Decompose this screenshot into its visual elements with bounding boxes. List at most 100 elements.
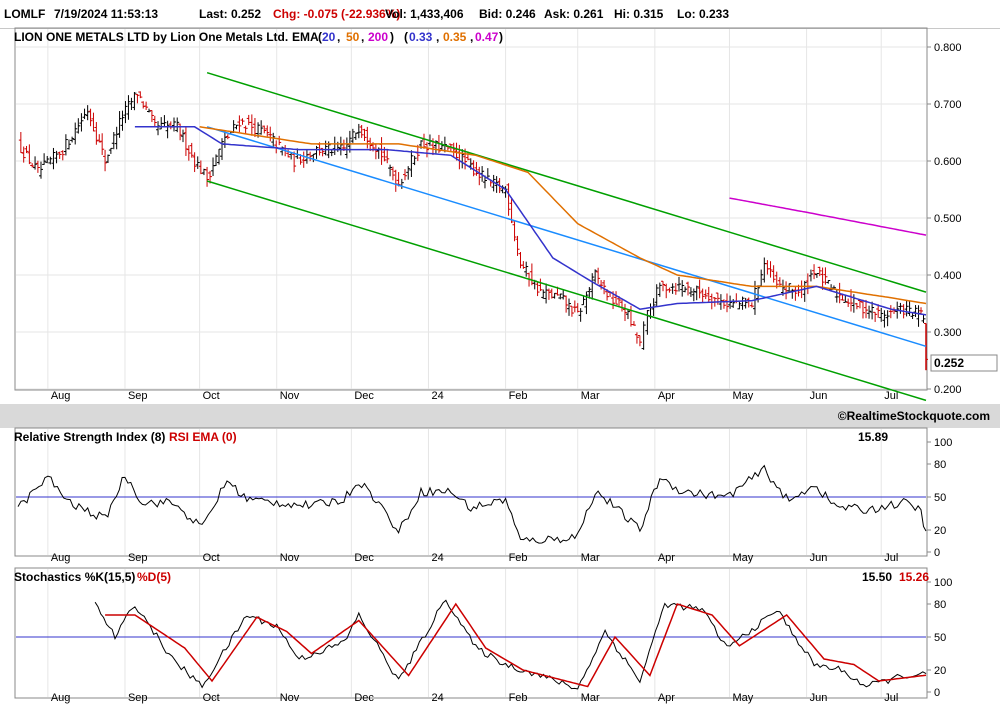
ema-sep-2: , bbox=[361, 30, 364, 44]
ylabels-rsi-tick: 0 bbox=[934, 547, 940, 559]
price-x-tick-24: 24 bbox=[431, 390, 443, 402]
rsi-x-axis: Aug Sep Oct Nov Dec 24 Feb Mar Apr May Jun Jul bbox=[51, 552, 898, 564]
price-tag: 0.252 bbox=[934, 356, 964, 370]
stoch-y-axis: 100 80 50 20 0 bbox=[934, 577, 952, 699]
copyright: ©RealtimeStockquote.com bbox=[837, 409, 990, 423]
ema-val-open-paren: ( bbox=[404, 30, 408, 44]
ema-val-sep-2: , bbox=[470, 30, 473, 44]
rsi-x-tick-oct: Oct bbox=[203, 552, 220, 564]
separator-strip bbox=[0, 404, 1000, 428]
rsi-x-tick-mar: Mar bbox=[581, 552, 600, 564]
rsi-x-tick-aug: Aug bbox=[51, 552, 71, 564]
stoch-lines bbox=[94, 599, 927, 690]
stoch-d-label: %D(5) bbox=[137, 570, 171, 584]
stoch-x-tick-nov: Nov bbox=[280, 692, 300, 704]
ema20-line bbox=[134, 126, 927, 316]
ylabels-rsi-tick: 100 bbox=[934, 437, 952, 449]
main-title: LION ONE METALS LTD by Lion One Metals L… bbox=[14, 30, 288, 44]
ylabels-stoch-tick: 20 bbox=[934, 665, 946, 677]
rsi-x-tick-24: 24 bbox=[431, 552, 443, 564]
price-y-tick: 0.700 bbox=[934, 99, 962, 111]
stoch-title: Stochastics %K(15,5) bbox=[14, 570, 135, 584]
ema200-period: 200 bbox=[368, 30, 388, 44]
stoch-x-tick-apr: Apr bbox=[658, 692, 675, 704]
ema-open-paren: ( bbox=[318, 30, 322, 44]
price-y-tick: 0.800 bbox=[934, 42, 962, 54]
ema-label: EMA bbox=[292, 30, 319, 44]
ema-close-paren: ) bbox=[390, 30, 394, 44]
bid: Bid: 0.246 bbox=[479, 7, 536, 21]
ylabels-stoch-tick: 100 bbox=[934, 577, 952, 589]
rsi-x-tick-jun: Jun bbox=[810, 552, 828, 564]
ylabels-rsi-tick: 50 bbox=[934, 492, 946, 504]
price-y-tick: 0.300 bbox=[934, 327, 962, 339]
ema50-period: 50 bbox=[346, 30, 360, 44]
price-grid bbox=[16, 29, 931, 390]
rsi-grid bbox=[16, 429, 931, 555]
low: Lo: 0.233 bbox=[677, 7, 730, 21]
ema50-line bbox=[199, 126, 927, 305]
price-y-tick: 0.400 bbox=[934, 270, 962, 282]
price-y-tick: 0.500 bbox=[934, 213, 962, 225]
last-price: Last: 0.252 bbox=[199, 7, 262, 21]
stoch-x-tick-jun: Jun bbox=[810, 692, 828, 704]
ema20-period: 20 bbox=[322, 30, 336, 44]
channel-lower-line bbox=[206, 180, 927, 402]
stoch-d-line bbox=[105, 602, 927, 688]
stoch-x-tick-aug: Aug bbox=[51, 692, 71, 704]
rsi-x-tick-dec: Dec bbox=[354, 552, 374, 564]
ylabels-stoch-tick: 80 bbox=[934, 599, 946, 611]
rsi-value: 15.89 bbox=[858, 430, 888, 444]
price-y-tick: 0.200 bbox=[934, 384, 962, 396]
ema200-value: 0.47 bbox=[475, 30, 499, 44]
rsi-x-tick-apr: Apr bbox=[658, 552, 675, 564]
ylabels-stoch-tick: 50 bbox=[934, 632, 946, 644]
ylabels-stoch-tick: 0 bbox=[934, 687, 940, 699]
stoch-x-tick-sep: Sep bbox=[128, 692, 148, 704]
rsi-lines bbox=[17, 464, 927, 544]
price-x-tick-sep: Sep bbox=[128, 390, 148, 402]
price-x-tick-mar: Mar bbox=[581, 390, 600, 402]
high: Hi: 0.315 bbox=[614, 7, 664, 21]
ema200-line bbox=[729, 197, 927, 236]
ylabels-rsi-tick: 80 bbox=[934, 459, 946, 471]
rsi-title: Relative Strength Index (8) bbox=[14, 430, 165, 444]
rsi-x-tick-may: May bbox=[732, 552, 753, 564]
channel-mid-line bbox=[206, 126, 927, 348]
ylabels-rsi-tick: 20 bbox=[934, 525, 946, 537]
rsi-ema-label: RSI EMA (0) bbox=[169, 430, 237, 444]
quote-datetime: 7/19/2024 11:53:13 bbox=[54, 7, 159, 21]
quote-header: LOMLF 7/19/2024 11:53:13 Last: 0.252 Chg… bbox=[0, 0, 1000, 29]
rsi-x-tick-nov: Nov bbox=[280, 552, 300, 564]
price-x-axis: Aug Sep Oct Nov Dec 24 Feb Mar Apr May Jun Jul bbox=[51, 390, 898, 402]
ema20-value: 0.33 bbox=[409, 30, 433, 44]
price-overlays bbox=[134, 71, 927, 402]
price-x-tick-aug: Aug bbox=[51, 390, 71, 402]
volume: Vol: 1,433,406 bbox=[385, 7, 464, 21]
stoch-x-tick-mar: Mar bbox=[581, 692, 600, 704]
rsi-x-tick-feb: Feb bbox=[509, 552, 528, 564]
stoch-x-tick-24: 24 bbox=[431, 692, 443, 704]
stoch-panel-frame bbox=[14, 567, 928, 699]
price-panel-frame bbox=[14, 27, 928, 391]
stoch-x-tick-dec: Dec bbox=[354, 692, 374, 704]
stoch-x-tick-feb: Feb bbox=[509, 692, 528, 704]
ema50-value: 0.35 bbox=[443, 30, 467, 44]
price-bars bbox=[18, 91, 928, 371]
price-tag-box bbox=[930, 354, 998, 372]
stoch-d-value: 15.26 bbox=[899, 570, 929, 584]
symbol: LOMLF bbox=[4, 7, 46, 21]
price-x-tick-dec: Dec bbox=[354, 390, 374, 402]
price-y-tick: 0.600 bbox=[934, 156, 962, 168]
rsi-y-axis: 100 80 50 20 0 bbox=[934, 437, 952, 559]
price-x-tick-apr: Apr bbox=[658, 390, 675, 402]
price-x-tick-oct: Oct bbox=[203, 390, 220, 402]
change: Chg: -0.075 (-22.936%) bbox=[273, 7, 401, 21]
price-x-tick-jul: Jul bbox=[884, 390, 898, 402]
stoch-x-tick-jul: Jul bbox=[884, 692, 898, 704]
rsi-panel-frame bbox=[14, 427, 928, 557]
stoch-x-axis: Aug Sep Oct Nov Dec 24 Feb Mar Apr May Jun Jul bbox=[51, 692, 898, 704]
ask: Ask: 0.261 bbox=[544, 7, 604, 21]
rsi-x-tick-jul: Jul bbox=[884, 552, 898, 564]
